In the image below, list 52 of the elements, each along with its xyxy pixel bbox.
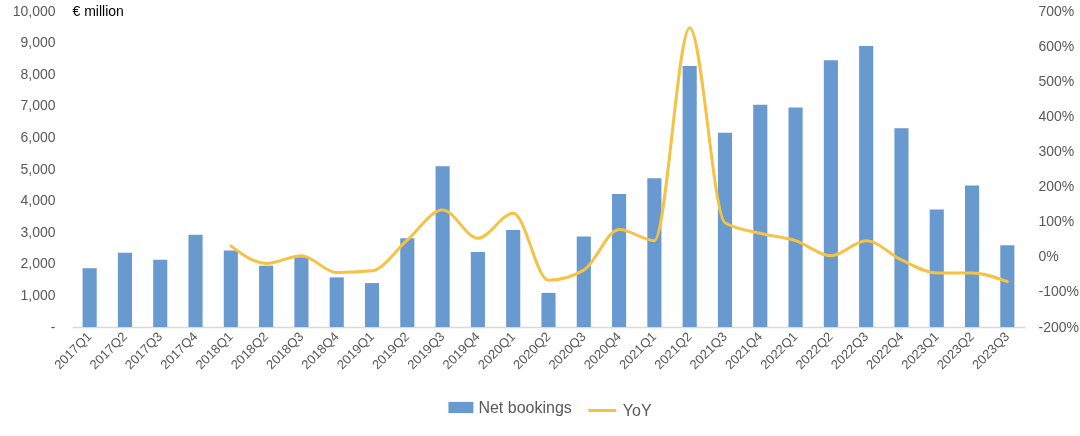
- bar: [753, 104, 768, 327]
- y2-tick-label: 700%: [1038, 2, 1075, 19]
- y-tick-label: 5,000: [20, 160, 56, 177]
- bar: [82, 268, 97, 327]
- y-axis-title: € million: [72, 2, 124, 19]
- y2-tick-label: 200%: [1038, 178, 1075, 195]
- y-tick-label: 4,000: [20, 192, 56, 209]
- bar: [400, 238, 415, 327]
- bar: [929, 209, 944, 327]
- bar: [647, 178, 662, 327]
- y2-tick-label: -100%: [1038, 283, 1079, 300]
- bar: [894, 128, 909, 327]
- bar: [717, 132, 733, 327]
- bar: [682, 65, 697, 327]
- y2-tick-label: 0%: [1038, 248, 1059, 265]
- y2-tick-label: 600%: [1038, 37, 1075, 54]
- bar: [329, 277, 344, 327]
- bar: [364, 283, 380, 327]
- bar: [506, 229, 521, 327]
- bar: [470, 252, 485, 327]
- legend-label: YoY: [622, 401, 652, 419]
- y2-tick-label: 100%: [1038, 213, 1075, 230]
- bar: [188, 234, 203, 327]
- y-tick-label: 10,000: [12, 2, 56, 19]
- y-tick-label: 8,000: [20, 65, 56, 82]
- bar: [859, 46, 874, 327]
- y-tick-label: 6,000: [20, 128, 56, 145]
- bar: [823, 60, 838, 327]
- bar: [612, 193, 627, 327]
- y2-tick-label: 500%: [1038, 72, 1075, 89]
- bar: [117, 252, 132, 327]
- bar: [576, 236, 591, 327]
- y-tick-label: 3,000: [20, 223, 56, 240]
- y2-tick-label: -200%: [1038, 318, 1079, 335]
- y2-tick-label: 300%: [1038, 142, 1075, 159]
- bar: [435, 166, 450, 327]
- y-tick-label: -: [50, 318, 56, 335]
- y-tick-label: 7,000: [20, 97, 56, 114]
- bar: [153, 259, 168, 327]
- bar: [541, 292, 556, 327]
- y2-tick-label: 400%: [1038, 107, 1075, 124]
- bar: [965, 185, 980, 327]
- bar: [259, 265, 274, 327]
- bar: [788, 107, 803, 327]
- bar: [1000, 245, 1015, 327]
- legend-label: Net bookings: [478, 398, 572, 416]
- bar: [294, 257, 309, 327]
- bar: [223, 250, 238, 327]
- y-tick-label: 9,000: [20, 34, 56, 51]
- line-series: [229, 26, 1009, 284]
- y-tick-label: 2,000: [20, 255, 56, 272]
- y-tick-label: 1,000: [20, 286, 56, 303]
